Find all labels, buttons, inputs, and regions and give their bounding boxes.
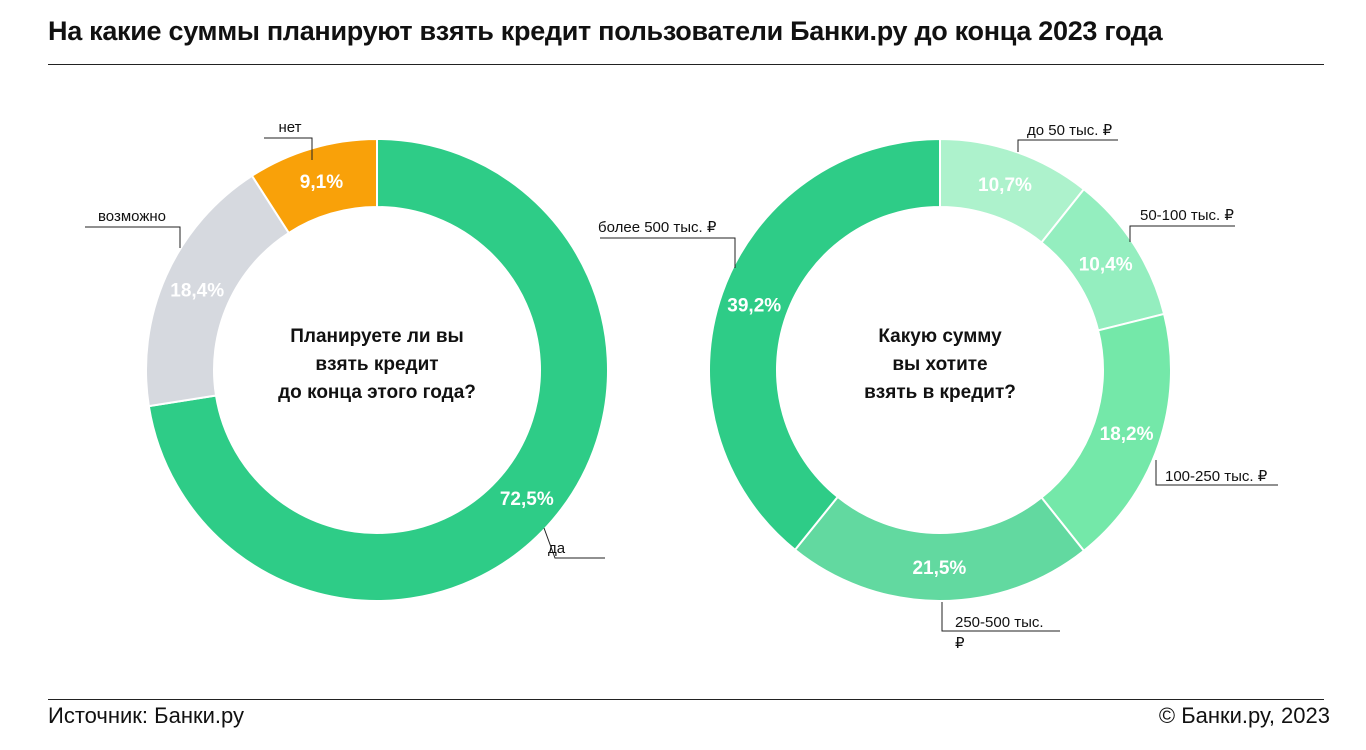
donut-1-category-label-3-line-1: ₽	[955, 635, 965, 652]
donut-0-slice-0	[147, 137, 609, 602]
footer-divider	[48, 699, 1324, 700]
donut-1-leader-2	[1155, 460, 1278, 486]
donut-1-leader-3	[941, 602, 1060, 632]
donut-1-center-text-line-0: Какую сумму	[878, 326, 1002, 347]
donut-1-value-label-1: 10,4%	[1079, 254, 1133, 275]
source-note: Источник: Банки.ру	[48, 703, 244, 728]
donut-1-leader-4	[600, 237, 736, 268]
donut-1-category-label-0: до 50 тыс. ₽	[1027, 122, 1113, 139]
donut-1-slice-3	[793, 495, 1086, 602]
donut-1-center-text-line-2: взять в кредит?	[864, 382, 1016, 403]
donut-1-center-text-line-1: вы хотите	[892, 354, 987, 375]
donut-1-leader-0	[1017, 139, 1118, 152]
donut-0-center-text-line-0: Планируете ли вы	[290, 326, 464, 347]
donut-0-leader-1	[85, 226, 181, 248]
donut-1-value-label-2: 18,2%	[1100, 424, 1154, 445]
donut-0-category-label-1: возможно	[98, 208, 166, 225]
donut-0-value-label-1: 18,4%	[170, 280, 224, 301]
donut-1-leader-1	[1129, 225, 1235, 242]
donut-0-category-label-2: нет	[279, 119, 302, 136]
donut-0-leader-2	[264, 137, 313, 160]
donut-0-value-label-2: 9,1%	[300, 172, 343, 193]
donut-1-value-label-4: 39,2%	[727, 295, 781, 316]
copyright-note: © Банки.ру, 2023	[1158, 703, 1330, 728]
donut-1-category-label-4: более 500 тыс. ₽	[598, 219, 717, 236]
donut-0-value-label-0: 72,5%	[500, 489, 554, 510]
donut-1-value-label-3: 21,5%	[912, 558, 966, 579]
donut-0-center-text-line-1: взять кредит	[315, 354, 438, 375]
title-divider	[48, 64, 1324, 65]
donut-0-category-label-0: да	[548, 540, 566, 557]
donut-0-leader-0	[543, 527, 605, 559]
donut-0-center-text-line-2: до конца этого года?	[278, 382, 476, 403]
donut-1-category-label-2: 100-250 тыс. ₽	[1165, 468, 1268, 485]
donut-charts: 72,5% да 18,4% возможно 9,1% нет Планируете ли…	[85, 119, 1278, 652]
donut-1-value-label-0: 10,7%	[978, 175, 1032, 196]
chart-title: На какие суммы планируют взять кредит по…	[48, 16, 1163, 46]
donut-1-slice-4	[708, 137, 941, 552]
donut-0-slice-2	[250, 137, 378, 235]
donut-1-category-label-3-line-0: 250-500 тыс.	[955, 614, 1044, 631]
donut-1-category-label-1: 50-100 тыс. ₽	[1140, 207, 1234, 224]
